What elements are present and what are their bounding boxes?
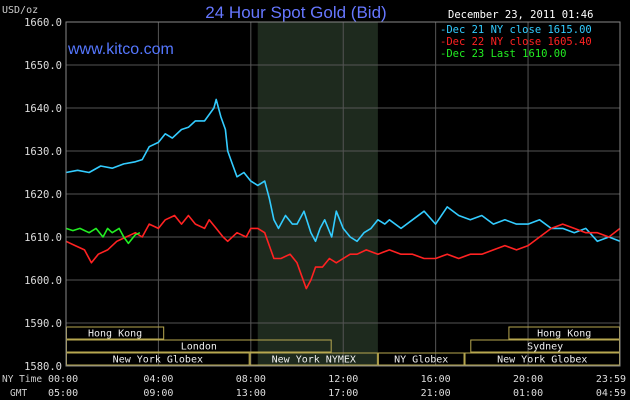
legend-item-dec22: -Dec 22 NY close 1605.40 — [440, 36, 592, 48]
x-tick-label-ny: 23:59 — [596, 374, 626, 385]
y-tick-label: 1610.0 — [24, 232, 62, 244]
x-tick-label-gmt: 05:00 — [48, 388, 78, 399]
x-tick-labels: 00:00 05:00 04:00 09:00 08:00 13:00 12:00 17:00… — [48, 374, 626, 399]
session-label: Hong Kong — [537, 329, 591, 340]
session-label: London — [181, 342, 217, 353]
y-unit-label: USD/oz — [2, 5, 38, 16]
series-line-2 — [65, 227, 141, 245]
date-label: December 23, 2011 01:46 — [448, 9, 593, 21]
y-tick-label: 1600.0 — [24, 275, 62, 287]
session-bars: Hong Kong Hong Kong London Sydney New York G… — [66, 326, 621, 366]
y-tick-label: 1650.0 — [24, 60, 62, 72]
x-tick-label-ny: 12:00 — [328, 374, 358, 385]
x-tick-label-gmt: 09:00 — [143, 388, 173, 399]
y-tick-labels: 1580.0 1590.0 1600.0 1610.0 1620.0 1630.0 1640… — [24, 17, 62, 373]
session-label: NY Globex — [394, 355, 448, 366]
y-tick-label: 1620.0 — [24, 189, 62, 201]
legend-item-dec21: -Dec 21 NY close 1615.00 — [440, 24, 592, 36]
y-tick-label: 1580.0 — [24, 361, 62, 373]
legend-item-dec23: -Dec 23 Last 1610.00 — [440, 48, 566, 60]
chart-title: 24 Hour Spot Gold (Bid) — [205, 3, 386, 22]
x-tick-label-ny: 16:00 — [421, 374, 451, 385]
y-tick-label: 1640.0 — [24, 103, 62, 115]
x-tick-label-ny: 04:00 — [143, 374, 173, 385]
y-tick-label: 1590.0 — [24, 318, 62, 330]
session-label: New York Globex — [113, 355, 203, 366]
session-label: Sydney — [527, 342, 563, 353]
gmt-axis-title: GMT — [10, 388, 27, 399]
plot-border — [65, 21, 621, 367]
session-bar — [377, 352, 465, 366]
x-tick-label-gmt: 17:00 — [328, 388, 358, 399]
ny-time-axis-title: NY Time — [2, 374, 42, 385]
x-tick-label-gmt: 21:00 — [421, 388, 451, 399]
session-bar — [249, 352, 378, 366]
series-line-1 — [65, 214, 621, 290]
session-label: New York Globex — [497, 355, 587, 366]
x-tick-label-ny: 00:00 — [48, 374, 78, 385]
y-tick-label: 1630.0 — [24, 146, 62, 158]
x-tick-label-gmt: 01:00 — [513, 388, 543, 399]
x-tick-label-gmt: 04:59 — [596, 388, 626, 399]
x-tick-label-ny: 20:00 — [513, 374, 543, 385]
y-tick-label: 1660.0 — [24, 17, 62, 29]
session-label: New York NYMEX — [272, 355, 356, 366]
x-tick-label-gmt: 13:00 — [236, 388, 266, 399]
session-label: Hong Kong — [88, 329, 142, 340]
series-lines — [65, 98, 621, 290]
series-line-0 — [65, 98, 621, 243]
x-tick-label-ny: 08:00 — [236, 374, 266, 385]
watermark: www.kitco.com — [67, 41, 174, 58]
